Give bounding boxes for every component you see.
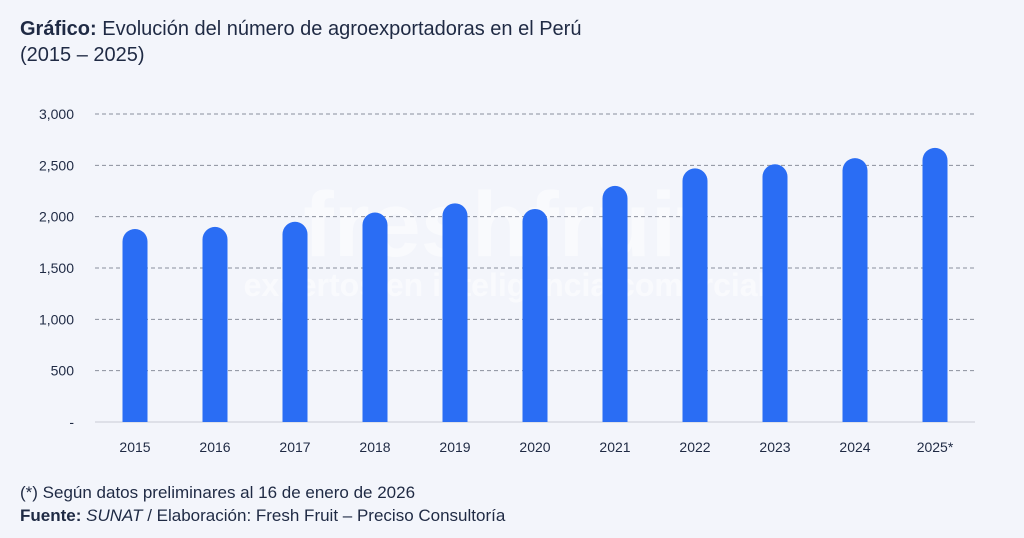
x-tick-label: 2024 [839,439,870,455]
y-tick-label: 1,500 [39,260,74,276]
bar-2020 [522,208,548,422]
title-text: Evolución del número de agroexportadoras… [102,18,582,40]
source-label: Fuente: [20,506,82,525]
bar-2024 [842,158,868,422]
bar-2018 [362,212,388,422]
bar-2021 [602,185,628,422]
bar-2015 [122,228,148,422]
bar-2023 [762,164,788,423]
bar-2022 [682,168,708,422]
x-tick-label: 2016 [199,439,230,455]
x-tick-label: 2017 [279,439,310,455]
y-tick-label: 3,000 [39,106,74,122]
y-tick-label: 1,000 [39,311,74,327]
x-tick-label: 2021 [599,439,630,455]
bar-2019 [442,203,468,422]
y-tick-label: - [69,414,74,430]
y-tick-label: 2,500 [39,157,74,173]
y-tick-label: 2,000 [39,209,74,225]
source-separator: / [142,506,157,525]
bars [122,147,948,423]
elaboration-text: Elaboración: Fresh Fruit – Preciso Consu… [156,506,506,525]
x-tick-label: 2018 [359,439,390,455]
chart-subtitle: (2015 – 2025) [20,44,145,66]
x-axis: 2015 2016 2017 2018 2019 2020 2021 2022 2023 2024… [119,439,953,455]
bar-2025-prelim [922,147,948,422]
x-tick-label: 2020 [519,439,550,455]
x-tick-label: 2019 [439,439,470,455]
x-tick-label: 2025* [917,439,954,455]
x-tick-label: 2023 [759,439,790,455]
source-value: SUNAT [86,506,143,525]
y-axis: - 500 1,000 1,500 2,000 2,500 3,000 [39,106,74,430]
bar-2016 [202,226,228,422]
x-tick-label: 2015 [119,439,150,455]
y-tick-label: 500 [51,363,75,379]
x-tick-label: 2022 [679,439,710,455]
watermark-tagline: expertos en inteligencia comercial [244,267,767,303]
title-prefix: Gráfico: [20,18,97,40]
chart-title: Gráfico: Evolución del número de agroexp… [20,16,780,68]
bar-chart: freshfruit expertos en inteligencia come… [39,106,975,455]
footnote: (*) Según datos preliminares al 16 de en… [20,483,416,502]
bar-2017 [282,221,308,422]
source-line: Fuente: SUNAT / Elaboración: Fresh Fruit… [20,505,505,527]
chart-area: freshfruit expertos en inteligencia come… [0,88,1024,468]
